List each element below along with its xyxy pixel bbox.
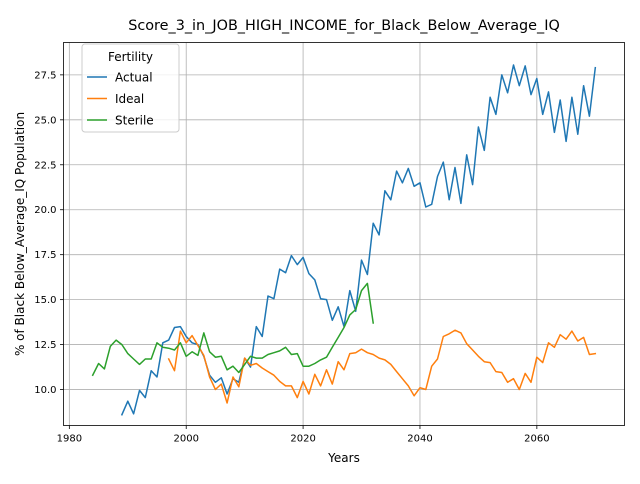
series-line-sterile [91, 282, 375, 377]
legend-label-actual: Actual [115, 71, 153, 85]
x-axis-label: Years [327, 451, 360, 465]
y-tick-label: 12.5 [34, 340, 56, 351]
series-line-ideal [167, 329, 597, 404]
series-layer [91, 64, 597, 416]
plot-frame [63, 42, 625, 426]
x-tick-label: 2060 [524, 434, 549, 445]
legend-entries: Actual Ideal Sterile [87, 71, 154, 128]
legend-title: Fertility [108, 50, 153, 64]
y-tick-label: 10.0 [34, 385, 56, 396]
legend-box [81, 43, 180, 133]
y-axis-ticks: 10.0 12.5 15.0 17.5 20.0 22.5 25.0 27.5 [34, 70, 64, 396]
y-tick-label: 15.0 [34, 295, 56, 306]
legend-label-sterile: Sterile [115, 114, 154, 128]
x-tick-label: 2020 [290, 434, 315, 445]
y-tick-label: 22.5 [34, 160, 56, 171]
legend: Fertility Actual Ideal Sterile [81, 43, 180, 133]
chart-title: Score_3_in_JOB_HIGH_INCOME_for_Black_Bel… [128, 18, 560, 34]
series-line-actual [120, 64, 597, 416]
x-tick-label: 2000 [173, 434, 198, 445]
y-tick-label: 17.5 [34, 250, 56, 261]
x-tick-label: 2040 [407, 434, 432, 445]
y-tick-label: 20.0 [34, 205, 56, 216]
x-tick-label: 1980 [57, 434, 82, 445]
x-axis-ticks: 1980 2000 2020 2040 2060 [57, 425, 550, 445]
y-tick-label: 27.5 [34, 70, 56, 81]
y-tick-label: 25.0 [34, 115, 56, 126]
y-axis-label: % of Black Below_Average_IQ Population [13, 112, 27, 356]
legend-label-ideal: Ideal [115, 92, 144, 106]
